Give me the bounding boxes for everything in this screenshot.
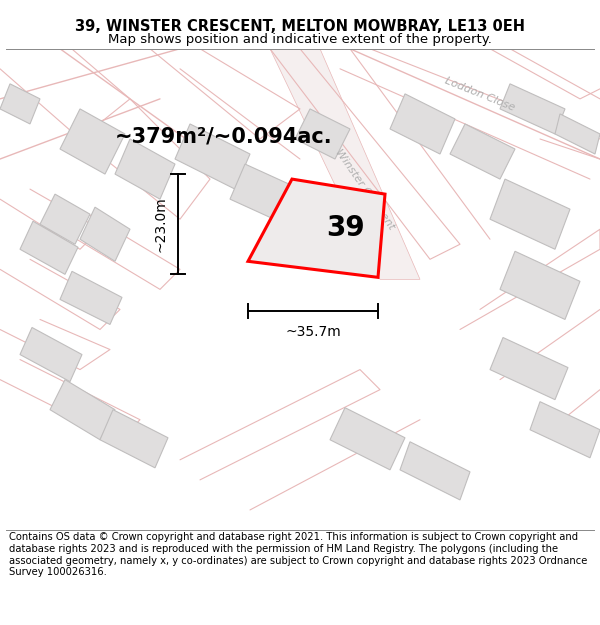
Polygon shape [530, 402, 600, 458]
Polygon shape [175, 124, 250, 189]
Polygon shape [60, 271, 122, 324]
Polygon shape [20, 221, 78, 274]
Polygon shape [115, 139, 175, 199]
Polygon shape [490, 338, 568, 399]
Polygon shape [450, 124, 515, 179]
Polygon shape [400, 442, 470, 500]
Text: ~23.0m: ~23.0m [154, 196, 168, 252]
Polygon shape [490, 179, 570, 249]
Polygon shape [500, 251, 580, 319]
Text: Contains OS data © Crown copyright and database right 2021. This information is : Contains OS data © Crown copyright and d… [9, 532, 587, 578]
Polygon shape [50, 379, 115, 440]
Text: ~35.7m: ~35.7m [285, 326, 341, 339]
Polygon shape [555, 114, 600, 154]
Text: 39: 39 [326, 214, 365, 242]
Polygon shape [330, 408, 405, 470]
Polygon shape [60, 109, 125, 174]
Text: 39, WINSTER CRESCENT, MELTON MOWBRAY, LE13 0EH: 39, WINSTER CRESCENT, MELTON MOWBRAY, LE… [75, 19, 525, 34]
Polygon shape [20, 328, 82, 382]
Polygon shape [100, 410, 168, 468]
Polygon shape [80, 207, 130, 261]
Polygon shape [390, 94, 455, 154]
Polygon shape [295, 109, 350, 159]
Polygon shape [230, 164, 300, 224]
Polygon shape [40, 194, 90, 244]
Text: Winster Crescent: Winster Crescent [334, 147, 397, 231]
Text: ~379m²/~0.094ac.: ~379m²/~0.094ac. [115, 127, 332, 147]
Polygon shape [248, 179, 385, 278]
Text: Loddon Close: Loddon Close [443, 75, 517, 112]
Polygon shape [270, 49, 420, 279]
Text: Map shows position and indicative extent of the property.: Map shows position and indicative extent… [108, 34, 492, 46]
Polygon shape [500, 84, 565, 134]
Polygon shape [0, 84, 40, 124]
